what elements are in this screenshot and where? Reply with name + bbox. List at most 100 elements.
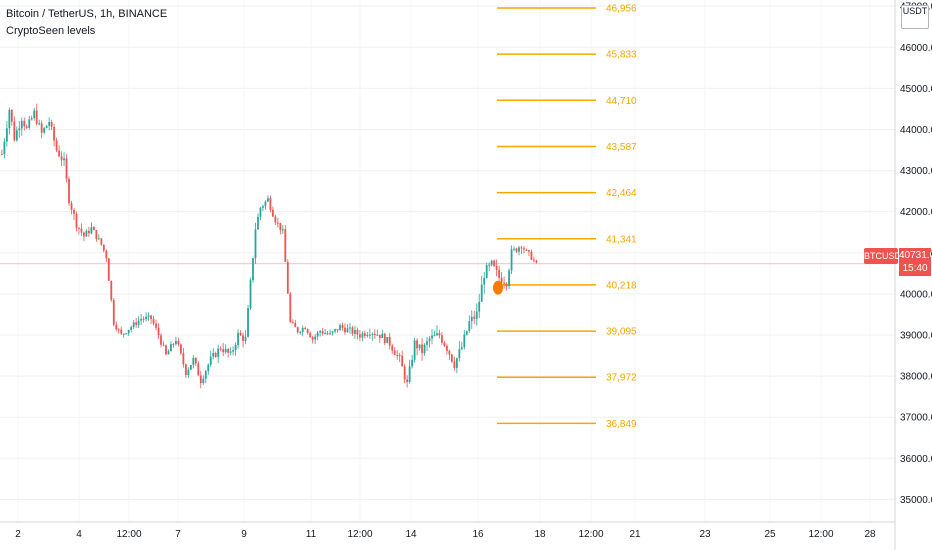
candle-body xyxy=(525,249,528,251)
candle-body xyxy=(450,354,453,362)
candle-body xyxy=(433,335,436,337)
candle-body xyxy=(13,121,16,141)
candle-body xyxy=(63,158,65,161)
candle-body xyxy=(485,265,488,278)
candle-body xyxy=(483,277,486,285)
candle-body xyxy=(125,333,128,335)
candle-body xyxy=(239,332,242,336)
candle-body xyxy=(172,343,175,345)
candle-body xyxy=(199,375,202,384)
candle-body xyxy=(314,336,317,340)
candle-body xyxy=(189,365,192,370)
candle-body xyxy=(70,203,73,210)
candle-body xyxy=(209,356,212,365)
candle-body xyxy=(107,258,110,281)
price-tick-label: 35000.00 xyxy=(900,495,932,506)
time-tick-label: 18 xyxy=(534,529,546,540)
candle-body xyxy=(448,350,451,355)
candle-body xyxy=(207,364,210,372)
candle-body xyxy=(8,109,11,129)
candle-body xyxy=(418,344,421,349)
candle-body xyxy=(416,340,418,349)
candle-body xyxy=(160,335,162,345)
candle-body xyxy=(247,308,249,337)
currency-unit-button[interactable]: USDT xyxy=(901,5,929,29)
candle-body xyxy=(356,329,359,335)
candle-body xyxy=(455,358,458,369)
candle-body xyxy=(473,316,476,319)
candle-body xyxy=(259,207,262,217)
candle-body xyxy=(453,361,456,369)
candle-body xyxy=(180,344,182,354)
candle-body xyxy=(271,209,274,217)
candle-body xyxy=(150,315,152,319)
candle-body xyxy=(25,126,28,128)
symbol-legend: Bitcoin / TetherUS, 1h, BINANCE xyxy=(6,8,168,20)
candle-body xyxy=(490,260,493,265)
time-tick-label: 14 xyxy=(405,529,417,540)
bar-countdown: 15:40 xyxy=(902,263,928,274)
candle-body xyxy=(505,283,508,287)
candle-body xyxy=(152,318,155,324)
candle-body xyxy=(157,327,160,336)
candle-body xyxy=(373,333,376,336)
candle-body xyxy=(346,328,349,333)
candle-body xyxy=(326,333,329,335)
symbol-price-tag: BTCUSDT xyxy=(864,248,907,264)
candle-body xyxy=(182,353,185,365)
candle-body xyxy=(281,229,284,231)
candle-body xyxy=(480,284,483,302)
candle-body xyxy=(354,329,356,334)
candle-body xyxy=(495,266,498,270)
candle-body xyxy=(446,345,448,351)
candle-body xyxy=(88,230,90,234)
candle-body xyxy=(224,348,227,353)
time-tick-label: 23 xyxy=(699,529,711,540)
time-tick-label: 21 xyxy=(629,529,641,540)
candle-body xyxy=(137,320,140,325)
candle-body xyxy=(468,321,471,332)
candle-body xyxy=(232,350,235,352)
candle-body xyxy=(393,350,396,355)
candle-body xyxy=(97,238,100,240)
candle-body xyxy=(378,334,381,338)
level-label: 39,095 xyxy=(606,327,637,338)
candle-body xyxy=(383,333,386,344)
candle-body xyxy=(423,344,426,354)
candle-body xyxy=(299,332,302,334)
candle-body xyxy=(254,229,257,259)
candle-body xyxy=(40,123,43,133)
candle-body xyxy=(376,334,379,336)
time-tick-label: 28 xyxy=(864,529,876,540)
candle-body xyxy=(234,345,237,351)
candle-body xyxy=(296,327,299,333)
price-tick-label: 43000.00 xyxy=(900,166,932,177)
candle-body xyxy=(388,336,391,346)
candle-body xyxy=(336,329,339,331)
price-tick-label: 42000.00 xyxy=(900,207,932,218)
candle-body xyxy=(351,327,354,334)
candle-body xyxy=(523,248,525,250)
candle-body xyxy=(68,178,70,204)
candle-body xyxy=(533,259,535,261)
candle-body xyxy=(403,366,406,380)
candle-body xyxy=(262,206,264,208)
price-tick-label: 40000.00 xyxy=(900,289,932,300)
candle-body xyxy=(413,340,416,360)
grid-lines xyxy=(0,0,895,522)
candlesticks xyxy=(1,103,538,389)
candle-body xyxy=(411,359,414,367)
level-label: 36,849 xyxy=(606,419,637,430)
candle-body xyxy=(130,327,133,330)
candle-body xyxy=(339,325,341,331)
time-tick-label: 2 xyxy=(15,529,21,540)
candle-body xyxy=(122,333,125,335)
candle-body xyxy=(214,352,217,357)
candle-body xyxy=(508,270,510,287)
candle-body xyxy=(237,332,239,346)
candle-body xyxy=(463,334,466,348)
candle-body xyxy=(80,228,83,233)
candle-body xyxy=(1,154,3,156)
